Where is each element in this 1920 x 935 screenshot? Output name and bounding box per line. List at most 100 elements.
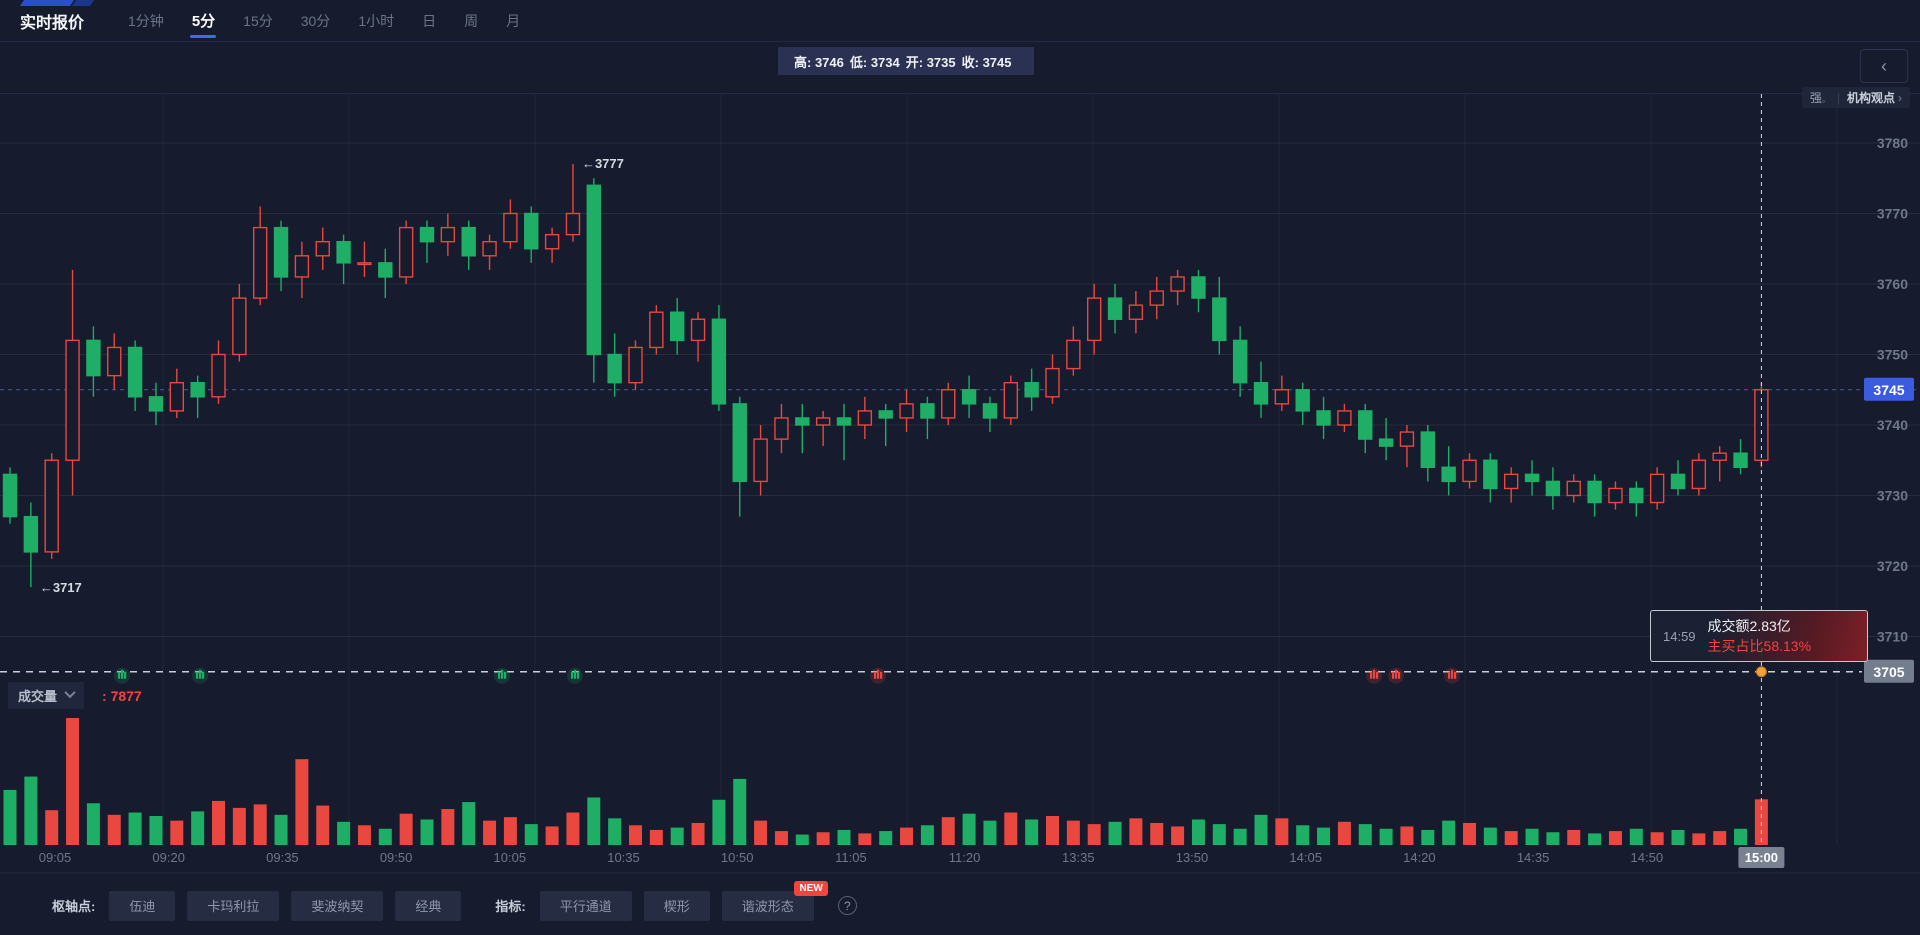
tab-5分[interactable]: 5分 [192, 0, 215, 41]
green-flow-marker-icon [571, 671, 574, 679]
base-price-badge [1864, 659, 1914, 683]
red-flow-marker-icon [1395, 669, 1398, 679]
crosshair-tooltip: 14:59 成交额2.83亿 主买占比58.13% [1650, 610, 1868, 662]
current-price-badge [1864, 377, 1914, 401]
y-axis-tick: 3770 [1877, 206, 1908, 222]
timeframe-toolbar: 实时报价 1分钟 5分 15分 30分 1小时 日 周 月 [0, 0, 1920, 42]
pivot-button-2[interactable]: 卡玛利拉 [187, 890, 280, 921]
green-flow-marker-icon [498, 671, 501, 679]
red-flow-marker-icon [880, 671, 883, 679]
brand-decoration-2 [71, 0, 95, 6]
ohlc-item: 收: 3745 [961, 54, 1012, 70]
volume-indicator-selector[interactable]: 成交量 [8, 682, 85, 709]
y-axis-tick: 3730 [1877, 488, 1908, 504]
x-axis-tick: 10:35 [607, 850, 640, 865]
tab-1小时[interactable]: 1小时 [358, 12, 395, 29]
red-flow-marker-icon [1454, 671, 1457, 679]
new-badge: NEW [794, 880, 828, 896]
help-icon[interactable]: ? [837, 896, 857, 915]
red-flow-marker-icon [1398, 671, 1401, 679]
red-flow-marker-icon [1376, 671, 1379, 679]
institution-view-link[interactable]: 强 | 机构观点 › [1801, 87, 1910, 108]
green-flow-marker-icon [504, 671, 507, 679]
green-flow-marker-icon [202, 671, 205, 679]
timeframe-tabs: 1分钟 5分 15分 30分 1小时 日 周 月 [128, 0, 548, 41]
x-axis-tick: 09:35 [266, 850, 299, 865]
green-flow-marker-icon [124, 671, 127, 679]
page-title: 实时报价 [20, 14, 85, 32]
volume-label: 成交量 [18, 689, 58, 704]
green-flow-marker-icon [574, 669, 577, 679]
y-axis-tick: 3750 [1877, 347, 1908, 363]
institution-view-label: 机构观点 [1846, 91, 1895, 105]
ohlc-item: 高: 3746 [794, 54, 844, 70]
tab-30分[interactable]: 30分 [300, 12, 331, 29]
crosshair-dot [1755, 666, 1767, 678]
indicator-button-3[interactable]: 谐波形态 NEW [721, 880, 828, 921]
x-axis-tick: 10:05 [494, 850, 527, 865]
indicator-button-1[interactable]: 平行通道 [539, 890, 632, 921]
indicator-group-label: 指标: [495, 899, 526, 914]
green-flow-marker-icon [577, 671, 580, 679]
y-axis-tick: 3710 [1877, 629, 1908, 645]
indicator-button-2[interactable]: 楔形 [643, 890, 710, 921]
green-flow-marker-icon [501, 669, 504, 679]
tooltip-buy-ratio: 主买占比58.13% [1707, 638, 1812, 654]
chevron-right-icon: › [1898, 90, 1902, 105]
x-axis-tick: 14:05 [1289, 850, 1322, 865]
x-axis-tick: 11:20 [949, 850, 981, 865]
red-flow-marker-icon [874, 671, 877, 679]
svg-text:15:00: 15:00 [1745, 850, 1778, 865]
x-axis-tick: 14:50 [1631, 850, 1664, 865]
pivot-group-label: 枢轴点: [52, 899, 96, 914]
x-axis-tick: 13:35 [1062, 850, 1095, 865]
svg-text:3745: 3745 [1873, 382, 1904, 398]
collapse-panel-button[interactable]: ‹ [1860, 49, 1908, 83]
y-axis-tick: 3720 [1877, 558, 1908, 574]
svg-text:3705: 3705 [1873, 664, 1904, 680]
red-flow-marker-icon [1451, 669, 1454, 679]
drawing-toolbar: 枢轴点: 伍迪 卡玛利拉 斐波纳契 经典 指标: 平行通道 楔形 谐波形态 NEW ? [0, 876, 1920, 935]
volume-header: 成交量 : 7877 [8, 682, 142, 709]
candlestick-chart-canvas[interactable]: 3780 3770 3760 3750 3740 3730 3720 3710 ←3777 ←37… [0, 94, 1920, 876]
pivot-button-4[interactable]: 经典 [395, 890, 462, 921]
y-axis-tick: 3760 [1877, 276, 1908, 292]
tab-1分钟[interactable]: 1分钟 [128, 12, 164, 29]
x-axis-tick: 14:35 [1517, 850, 1550, 865]
chevron-down-icon [64, 686, 76, 698]
pivot-button-3[interactable]: 斐波纳契 [291, 890, 384, 921]
x-axis-tick: 11:05 [835, 850, 867, 865]
green-flow-marker-icon [121, 669, 124, 679]
tab-日[interactable]: 日 [422, 12, 437, 29]
low-annotation: ←3717 [40, 580, 82, 595]
chart-header: 高: 3746 低: 3734 开: 3735 收: 3745 ‹ 强 | 机构观点 … [0, 42, 1920, 108]
red-flow-marker-icon [1448, 671, 1451, 679]
x-axis-tick: 14:20 [1403, 850, 1436, 865]
tab-周[interactable]: 周 [464, 12, 479, 29]
tab-月[interactable]: 月 [506, 12, 521, 29]
y-axis-tick: 3780 [1877, 135, 1908, 151]
ohlc-item: 低: 3734 [849, 54, 900, 70]
green-flow-marker-icon [118, 671, 121, 679]
brand-decoration [19, 0, 75, 6]
x-axis-tick: 09:50 [380, 850, 413, 865]
green-flow-marker-icon [199, 669, 202, 679]
crosshair-time-badge [1738, 847, 1785, 868]
pill-divider: | [1836, 90, 1840, 105]
high-annotation: ←3777 [582, 156, 624, 171]
pivot-button-1[interactable]: 伍迪 [109, 890, 176, 921]
volume-current-value: : 7877 [102, 687, 142, 704]
tooltip-time: 14:59 [1663, 628, 1696, 644]
red-flow-marker-icon [1373, 669, 1376, 679]
strength-badge: 强 [1810, 89, 1830, 106]
x-axis-tick: 09:05 [39, 850, 72, 865]
x-axis-tick: 09:20 [152, 850, 185, 865]
tooltip-turnover: 成交额2.83亿 [1707, 617, 1791, 634]
x-axis-tick: 13:50 [1176, 850, 1209, 865]
red-flow-marker-icon [877, 669, 880, 679]
y-axis-tick: 3740 [1877, 417, 1908, 433]
green-flow-marker-icon [196, 671, 199, 679]
chart-area: 3780 3770 3760 3750 3740 3730 3720 3710 ←3777 ←37… [0, 94, 1920, 876]
x-axis-tick: 10:50 [721, 850, 754, 865]
tab-15分[interactable]: 15分 [243, 12, 273, 29]
